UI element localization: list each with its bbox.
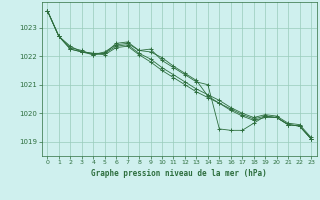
X-axis label: Graphe pression niveau de la mer (hPa): Graphe pression niveau de la mer (hPa) (91, 169, 267, 178)
